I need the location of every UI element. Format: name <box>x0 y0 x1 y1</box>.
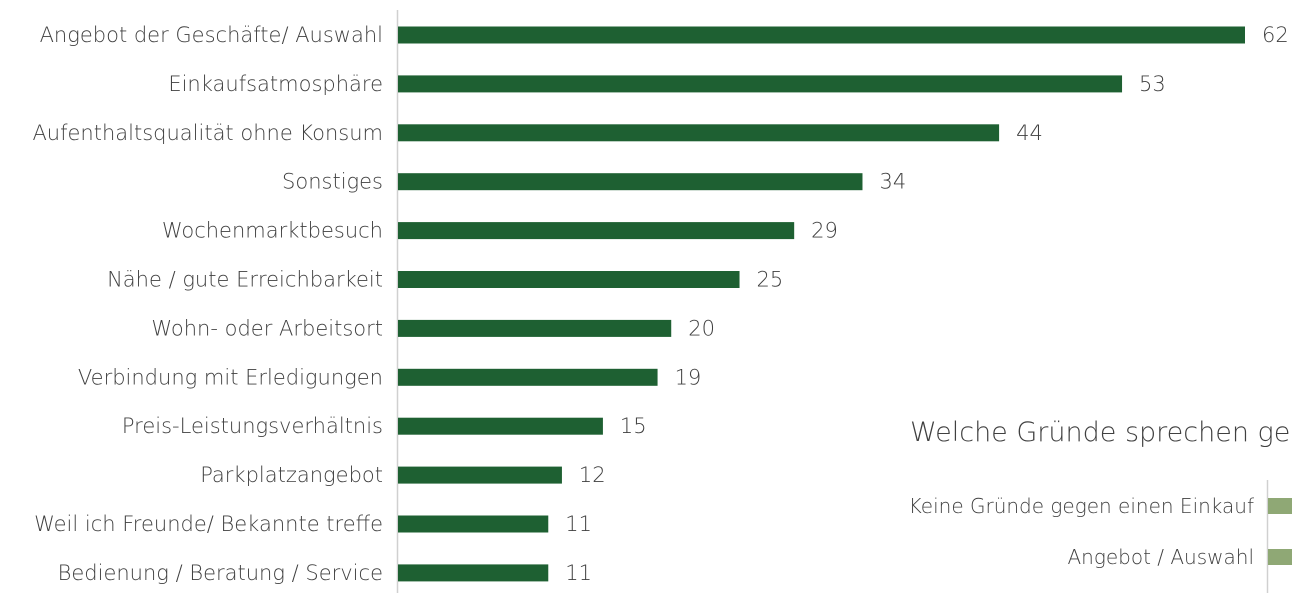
category-label: Bedienung / Beratung / Service <box>58 561 383 585</box>
second-chart-title: Welche Gründe sprechen geg <box>910 417 1292 448</box>
data-label: 29 <box>811 219 838 243</box>
bar <box>398 222 795 240</box>
category-label: Verbindung mit Erledigungen <box>78 365 383 389</box>
second-bar <box>1268 549 1292 565</box>
bar <box>398 271 740 288</box>
data-label: 53 <box>1139 72 1166 96</box>
bar <box>398 26 1245 44</box>
category-label: Angebot der Geschäfte/ Auswahl <box>40 23 383 47</box>
bar <box>398 75 1123 93</box>
data-label: 25 <box>757 268 784 292</box>
data-label: 19 <box>675 365 702 389</box>
bar <box>398 564 549 582</box>
data-label: 44 <box>1016 121 1043 145</box>
data-label: 11 <box>565 561 592 585</box>
category-label: Wochenmarktbesuch <box>162 219 383 243</box>
second-category-label: Angebot / Auswahl <box>1067 545 1254 569</box>
category-label: Wohn- oder Arbeitsort <box>151 316 383 340</box>
category-label: Aufenthaltsqualität ohne Konsum <box>32 121 383 145</box>
bar <box>398 466 562 484</box>
bar <box>398 368 658 386</box>
data-label: 34 <box>879 170 906 194</box>
bar <box>398 173 863 191</box>
category-label: Parkplatzangebot <box>200 463 383 487</box>
bar <box>398 515 549 533</box>
data-label: 15 <box>620 414 647 438</box>
data-label: 11 <box>565 512 592 536</box>
bar <box>398 124 1000 142</box>
bar <box>398 417 603 435</box>
data-label: 62 <box>1262 23 1289 47</box>
category-label: Nähe / gute Erreichbarkeit <box>107 268 383 292</box>
category-label: Sonstiges <box>282 170 383 194</box>
category-label: Preis-Leistungsverhältnis <box>122 414 383 438</box>
category-label: Weil ich Freunde/ Bekannte treffe <box>34 512 383 536</box>
data-label: 20 <box>688 316 715 340</box>
second-category-label: Keine Gründe gegen einen Einkauf <box>909 494 1254 518</box>
category-label: Einkaufsatmosphäre <box>168 72 383 96</box>
bar <box>398 319 672 337</box>
data-label: 12 <box>579 463 606 487</box>
second-bar <box>1268 498 1292 514</box>
